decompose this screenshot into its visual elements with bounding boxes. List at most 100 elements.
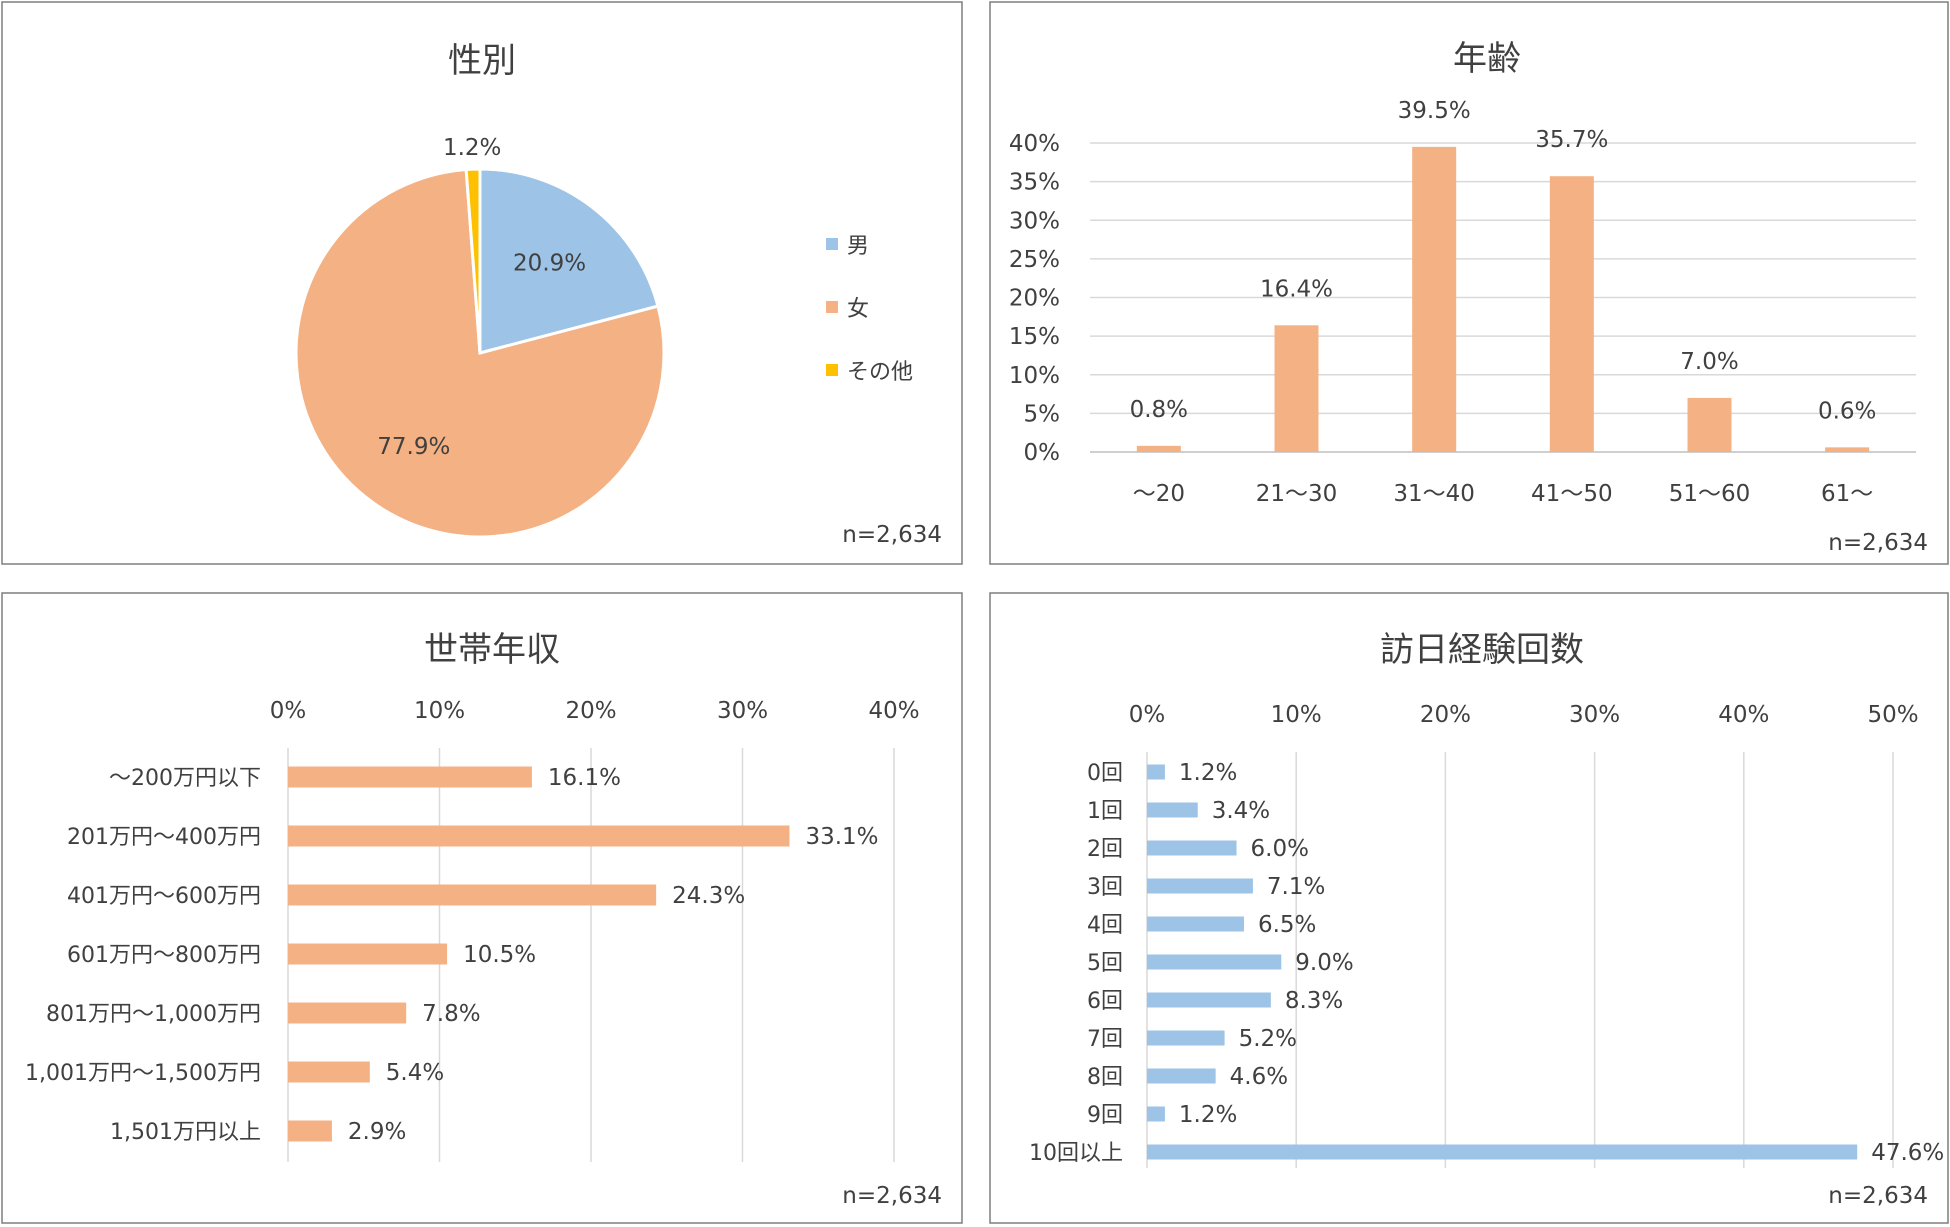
income-xtick-1: 10%: [414, 698, 465, 724]
income-bar-1: [288, 825, 790, 847]
income-category-6: 1,501万円以上: [110, 1120, 261, 1145]
income-category-5: 1,001万円～1,500万円: [25, 1061, 261, 1086]
income-xtick-0: 0%: [270, 698, 307, 724]
visits-value-label-6: 8.3%: [1285, 988, 1343, 1014]
income-x-axis: 0% 10% 20% 30% 40%: [270, 698, 920, 724]
income-chart-panel: 世帯年収 0% 10% 20% 30% 40% 16.1% ～200万円以下 33.1% 20…: [1, 592, 963, 1224]
income-value-label-2: 24.3%: [672, 883, 745, 909]
visits-bar-7: [1147, 1030, 1225, 1046]
visits-category-10: 10回以上: [1029, 1141, 1123, 1166]
income-bar-5: [288, 1061, 370, 1083]
visits-value-label-1: 3.4%: [1212, 798, 1270, 824]
visits-category-3: 3回: [1087, 875, 1123, 900]
visits-chart-frame: [989, 592, 1949, 1224]
visits-category-2: 2回: [1087, 837, 1123, 862]
visits-chart-title: 訪日経験回数: [1380, 630, 1584, 670]
gender-pie-labels: 20.9% 77.9% 1.2%: [377, 135, 586, 460]
age-value-label-0: 0.8%: [1130, 397, 1188, 423]
age-xtick-1: 21～30: [1256, 481, 1338, 507]
visits-bar-5: [1147, 954, 1282, 970]
gender-chart-title: 性別: [448, 41, 516, 81]
legend-label-1: 女: [847, 297, 869, 322]
age-gridlines: [1090, 142, 1916, 453]
income-xtick-3: 30%: [717, 698, 768, 724]
visits-chart-panel: 訪日経験回数 0% 10% 20% 30% 40% 50% 1.2% 0回 3.4% 1回 6.0…: [989, 592, 1949, 1224]
gender-pie: [294, 167, 666, 539]
visits-xtick-5: 50%: [1867, 702, 1918, 728]
income-bar-2: [288, 884, 657, 906]
visits-bar-8: [1147, 1068, 1216, 1084]
visits-value-label-3: 7.1%: [1267, 874, 1325, 900]
age-y-axis: 0% 5% 10% 15% 20% 25% 30% 35% 40%: [1009, 131, 1060, 466]
income-category-4: 801万円～1,000万円: [46, 1002, 261, 1027]
visits-bar-4: [1147, 916, 1244, 932]
pie-slice-0: [478, 167, 660, 355]
income-category-0: ～200万円以下: [109, 766, 261, 791]
age-xtick-5: 61～: [1821, 481, 1873, 507]
visits-category-4: 4回: [1087, 913, 1123, 938]
age-ytick-3: 15%: [1009, 324, 1060, 350]
legend-label-0: 男: [847, 234, 869, 259]
age-ytick-2: 10%: [1009, 363, 1060, 389]
income-xtick-2: 20%: [565, 698, 616, 724]
income-bars: 16.1% ～200万円以下 33.1% 201万円～400万円 24.3% 401万円～…: [25, 765, 879, 1145]
visits-xtick-4: 40%: [1718, 702, 1769, 728]
income-value-label-6: 2.9%: [348, 1119, 406, 1145]
income-value-label-3: 10.5%: [463, 942, 536, 968]
visits-x-axis: 0% 10% 20% 30% 40% 50%: [1129, 702, 1919, 728]
visits-xtick-0: 0%: [1129, 702, 1166, 728]
age-chart-title: 年齢: [1453, 39, 1521, 79]
visits-category-0: 0回: [1087, 761, 1123, 786]
age-value-label-1: 16.4%: [1260, 276, 1333, 302]
age-value-label-3: 35.7%: [1535, 127, 1608, 153]
age-x-axis: ～20 21～30 31～40 41～50 51～60 61～: [1133, 481, 1874, 507]
visits-bar-9: [1147, 1106, 1165, 1122]
income-value-label-0: 16.1%: [548, 765, 621, 791]
age-value-label-4: 7.0%: [1680, 349, 1738, 375]
income-bar-0: [288, 766, 532, 788]
visits-bar-10: [1147, 1144, 1858, 1160]
visits-bar-0: [1147, 764, 1165, 780]
age-ytick-8: 40%: [1009, 131, 1060, 157]
age-bar-1: [1274, 325, 1319, 452]
visits-bars: 1.2% 0回 3.4% 1回 6.0% 2回 7.1% 3回 6.5% 4回 9.0% 5回 8.3%…: [1029, 760, 1944, 1166]
visits-value-label-4: 6.5%: [1258, 912, 1316, 938]
age-ytick-0: 0%: [1024, 440, 1061, 466]
income-bar-4: [288, 1002, 407, 1024]
legend-label-2: その他: [847, 360, 913, 385]
visits-xtick-1: 10%: [1271, 702, 1322, 728]
legend-swatch-0: [826, 238, 838, 250]
age-ytick-7: 35%: [1009, 170, 1060, 196]
visits-value-label-10: 47.6%: [1871, 1140, 1944, 1166]
visits-xtick-2: 20%: [1420, 702, 1471, 728]
income-category-2: 401万円～600万円: [67, 884, 261, 909]
age-bars: 0.8% 16.4% 39.5% 35.7% 7.0% 0.6%: [1130, 98, 1876, 453]
income-chart-frame: [1, 592, 963, 1224]
legend-swatch-1: [826, 301, 838, 313]
age-chart-panel: 年齢 0% 5% 10% 15% 20% 25% 30% 35% 40% 0.8% 16.4% 39…: [989, 1, 1949, 565]
age-bar-3: [1549, 176, 1594, 452]
gender-sample-size: n=2,634: [842, 522, 942, 548]
visits-bar-6: [1147, 992, 1271, 1008]
visits-category-1: 1回: [1087, 799, 1123, 824]
age-xtick-2: 31～40: [1393, 481, 1475, 507]
age-chart-frame: [989, 1, 1949, 565]
pie-label-0: 20.9%: [513, 251, 586, 277]
visits-category-6: 6回: [1087, 989, 1123, 1014]
income-sample-size: n=2,634: [842, 1183, 942, 1209]
age-bar-5: [1825, 447, 1870, 452]
visits-value-label-9: 1.2%: [1179, 1102, 1237, 1128]
visits-value-label-8: 4.6%: [1230, 1064, 1288, 1090]
age-sample-size: n=2,634: [1828, 530, 1928, 556]
age-bar-0: [1136, 445, 1181, 452]
income-chart-title: 世帯年収: [424, 630, 560, 670]
income-category-1: 201万円～400万円: [67, 825, 261, 850]
visits-category-7: 7回: [1087, 1027, 1123, 1052]
pie-slice-2: [464, 167, 482, 354]
age-bar-2: [1412, 146, 1457, 453]
age-ytick-5: 25%: [1009, 247, 1060, 273]
visits-sample-size: n=2,634: [1828, 1183, 1928, 1209]
